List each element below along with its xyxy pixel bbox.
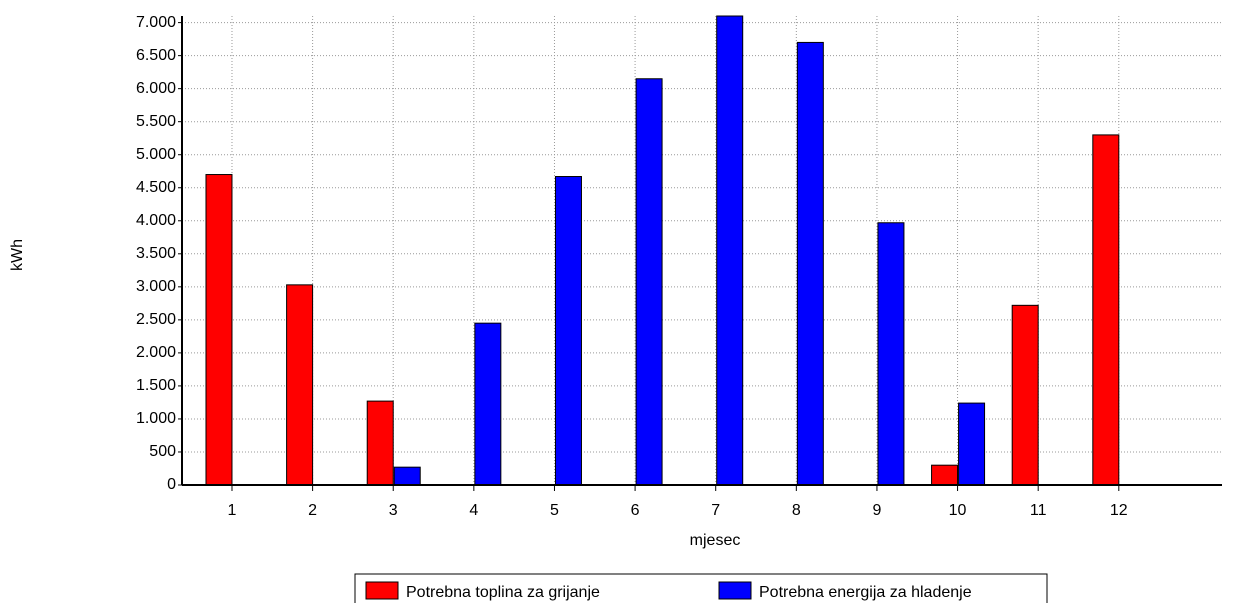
y-tick-label: 4.000 bbox=[136, 212, 176, 229]
x-tick-label: 3 bbox=[389, 502, 398, 519]
bar bbox=[393, 466, 421, 486]
x-tick-label: 9 bbox=[872, 502, 881, 519]
bar bbox=[474, 322, 502, 486]
bar bbox=[635, 78, 663, 486]
y-tick-label: 0 bbox=[167, 476, 176, 493]
bar bbox=[931, 464, 959, 486]
legend-box bbox=[354, 573, 1048, 603]
y-tick-label: 6.000 bbox=[136, 80, 176, 97]
x-tick-label: 6 bbox=[631, 502, 640, 519]
x-tick-label: 7 bbox=[711, 502, 720, 519]
bar bbox=[366, 400, 394, 486]
x-tick-label: 8 bbox=[792, 502, 801, 519]
y-tick-label: 2.000 bbox=[136, 344, 176, 361]
x-tick-label: 12 bbox=[1110, 502, 1128, 519]
legend-swatch bbox=[718, 581, 752, 600]
y-tick-label: 1.000 bbox=[136, 410, 176, 427]
bar bbox=[205, 174, 233, 486]
y-tick-label: 7.000 bbox=[136, 14, 176, 31]
x-tick-label: 2 bbox=[308, 502, 317, 519]
y-tick-label: 1.500 bbox=[136, 377, 176, 394]
bar bbox=[716, 15, 744, 486]
bar bbox=[958, 402, 986, 486]
x-axis-label: mjesec bbox=[690, 532, 741, 549]
x-tick-label: 11 bbox=[1030, 502, 1047, 519]
y-tick-label: 3.500 bbox=[136, 245, 176, 262]
bar bbox=[1092, 134, 1120, 486]
bar bbox=[877, 222, 905, 486]
bar bbox=[286, 284, 314, 486]
y-tick-label: 500 bbox=[149, 443, 176, 460]
bar bbox=[796, 41, 824, 486]
y-axis-label: kWh bbox=[9, 239, 26, 271]
y-tick-label: 4.500 bbox=[136, 179, 176, 196]
y-tick-label: 3.000 bbox=[136, 278, 176, 295]
y-tick-label: 5.000 bbox=[136, 146, 176, 163]
x-tick-label: 10 bbox=[949, 502, 967, 519]
y-tick-label: 5.500 bbox=[136, 113, 176, 130]
y-tick-label: 6.500 bbox=[136, 47, 176, 64]
legend-label: Potrebna energija za hladenje bbox=[759, 584, 972, 601]
x-tick-label: 1 bbox=[228, 502, 237, 519]
bar bbox=[554, 176, 582, 486]
legend-label: Potrebna toplina za grijanje bbox=[406, 584, 600, 601]
legend-swatch bbox=[365, 581, 399, 600]
x-tick-label: 4 bbox=[469, 502, 478, 519]
x-tick-label: 5 bbox=[550, 502, 559, 519]
bar bbox=[1011, 304, 1039, 486]
y-tick-label: 2.500 bbox=[136, 311, 176, 328]
